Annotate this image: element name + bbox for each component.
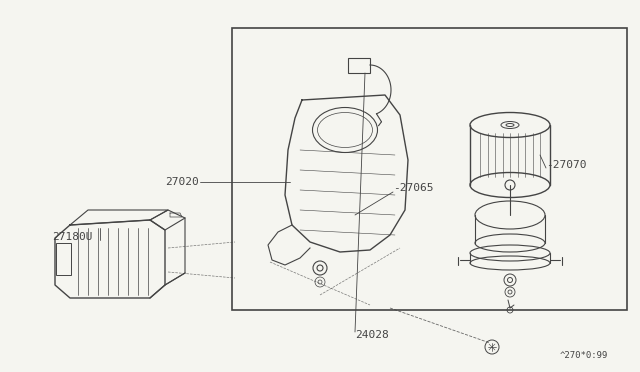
Bar [56,243,71,275]
Text: ^270*0:99: ^270*0:99 [560,352,609,360]
Text: 27180U: 27180U [52,232,93,242]
Text: 27020: 27020 [165,177,199,187]
Text: -27065: -27065 [393,183,433,193]
Text: 24028: 24028 [355,330,388,340]
Bar [348,58,370,73]
Text: -27070: -27070 [546,160,586,170]
Bar [232,28,627,310]
